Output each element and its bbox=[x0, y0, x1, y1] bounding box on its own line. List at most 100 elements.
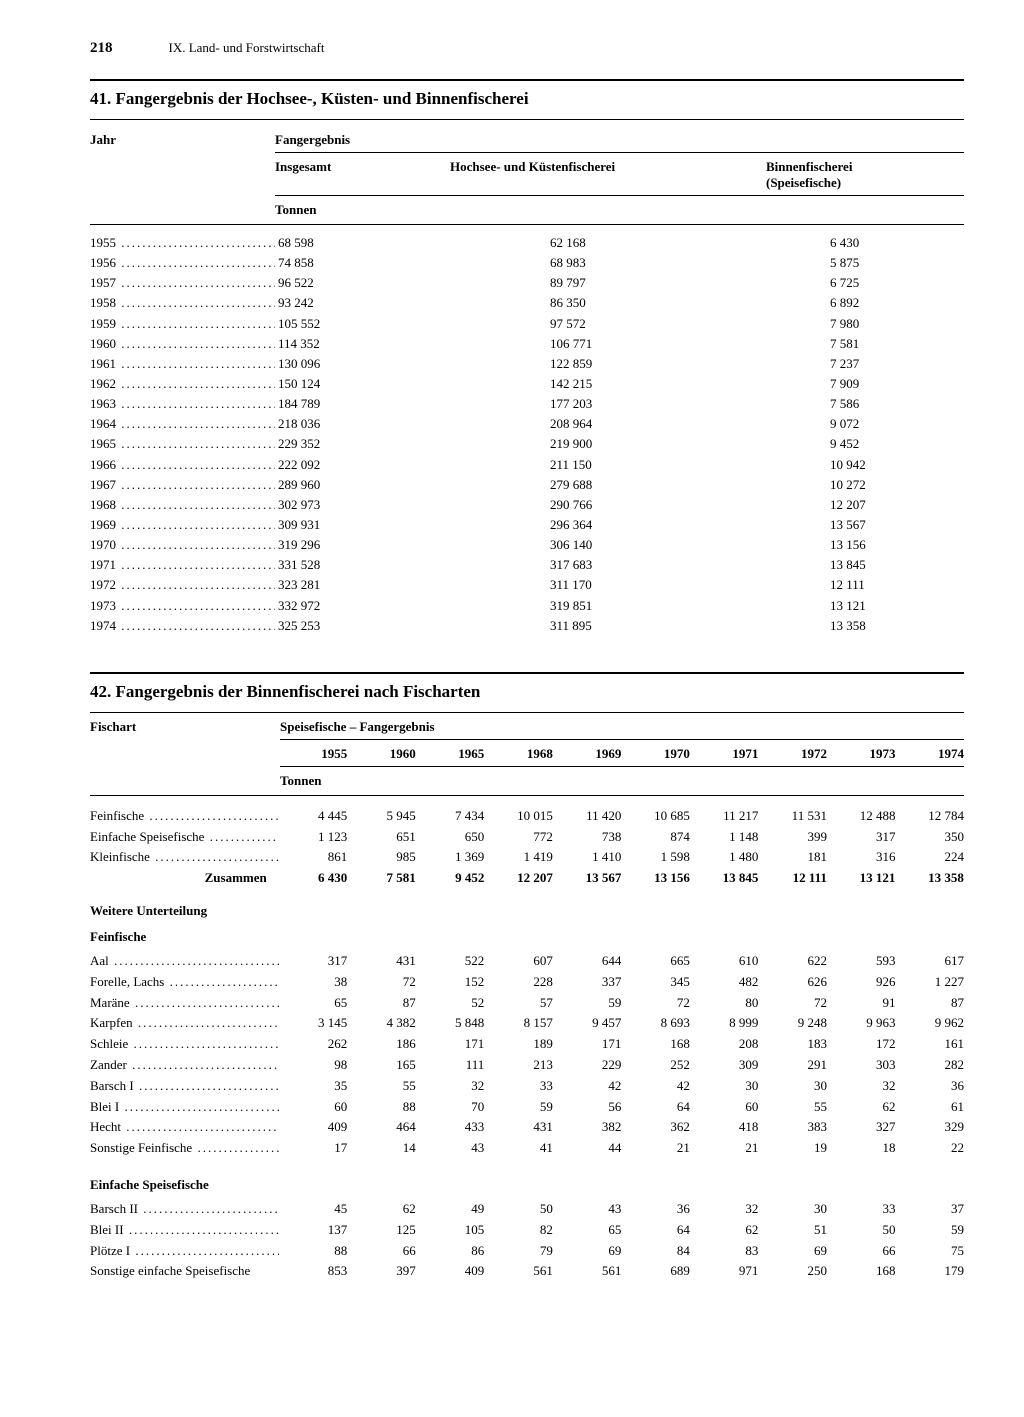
value-cell: 11 217 bbox=[690, 806, 759, 827]
row-label: Zander bbox=[90, 1055, 279, 1076]
value-cell: 172 bbox=[827, 1034, 896, 1055]
value-cell: 9 248 bbox=[758, 1013, 827, 1034]
value-cell: 106 771 bbox=[450, 334, 760, 354]
value-cell: 79 bbox=[484, 1241, 553, 1262]
value-cell: 433 bbox=[416, 1117, 485, 1138]
value-cell: 7 586 bbox=[760, 394, 964, 414]
value-cell: 96 522 bbox=[275, 273, 450, 293]
value-cell: 56 bbox=[553, 1097, 622, 1118]
value-cell: 219 900 bbox=[450, 434, 760, 454]
table-row: Barsch I35553233424230303236 bbox=[90, 1076, 964, 1097]
value-cell: 317 683 bbox=[450, 555, 760, 575]
value-cell: 311 170 bbox=[450, 575, 760, 595]
value-cell: 60 bbox=[690, 1097, 759, 1118]
value-cell: 13 358 bbox=[760, 616, 964, 636]
value-cell: 316 bbox=[827, 847, 896, 868]
value-cell: 130 096 bbox=[275, 354, 450, 374]
value-cell: 35 bbox=[279, 1076, 348, 1097]
value-cell: 853 bbox=[279, 1261, 348, 1282]
value-cell: 87 bbox=[347, 993, 416, 1014]
value-cell: 62 bbox=[347, 1199, 416, 1220]
page-number: 218 bbox=[90, 40, 113, 57]
value-cell: 431 bbox=[347, 951, 416, 972]
table-row: 1964218 036208 9649 072 bbox=[90, 414, 964, 434]
table-row: 1969309 931296 36413 567 bbox=[90, 515, 964, 535]
table-row: 1959105 55297 5727 980 bbox=[90, 314, 964, 334]
value-cell: 622 bbox=[758, 951, 827, 972]
value-cell: 252 bbox=[621, 1055, 690, 1076]
value-cell: 150 124 bbox=[275, 374, 450, 394]
section-41-title: 41. Fangergebnis der Hochsee-, Küsten- u… bbox=[90, 89, 964, 109]
row-label: Feinfische bbox=[90, 806, 279, 827]
value-cell: 926 bbox=[827, 972, 896, 993]
group2-heading: Feinfische bbox=[90, 929, 964, 945]
value-cell: 64 bbox=[621, 1220, 690, 1241]
value-cell: 50 bbox=[484, 1199, 553, 1220]
year-cell: 1967 bbox=[90, 475, 275, 495]
value-cell: 13 567 bbox=[553, 868, 622, 889]
value-cell: 561 bbox=[484, 1261, 553, 1282]
row-label: Maräne bbox=[90, 993, 279, 1014]
year-header: 1960 bbox=[347, 746, 416, 762]
value-cell: 382 bbox=[553, 1117, 622, 1138]
value-cell: 296 364 bbox=[450, 515, 760, 535]
value-cell: 337 bbox=[553, 972, 622, 993]
value-cell: 6 892 bbox=[760, 293, 964, 313]
value-cell: 626 bbox=[758, 972, 827, 993]
value-cell: 62 bbox=[827, 1097, 896, 1118]
value-cell: 309 bbox=[690, 1055, 759, 1076]
value-cell: 262 bbox=[279, 1034, 348, 1055]
value-cell: 84 bbox=[621, 1241, 690, 1262]
value-cell: 59 bbox=[553, 993, 622, 1014]
year-cell: 1968 bbox=[90, 495, 275, 515]
value-cell: 1 123 bbox=[279, 827, 348, 848]
value-cell: 610 bbox=[690, 951, 759, 972]
value-cell: 41 bbox=[484, 1138, 553, 1159]
value-cell: 291 bbox=[758, 1055, 827, 1076]
value-cell: 105 552 bbox=[275, 314, 450, 334]
value-cell: 69 bbox=[553, 1241, 622, 1262]
value-cell: 1 598 bbox=[621, 847, 690, 868]
value-cell: 651 bbox=[347, 827, 416, 848]
year-header: 1971 bbox=[690, 746, 759, 762]
value-cell: 60 bbox=[279, 1097, 348, 1118]
value-cell: 30 bbox=[690, 1076, 759, 1097]
value-cell: 9 963 bbox=[827, 1013, 896, 1034]
table-row: 195674 85868 9835 875 bbox=[90, 253, 964, 273]
t42-sum-row: Zusammen 6 4307 5819 45212 20713 56713 1… bbox=[90, 868, 964, 889]
table-row: Sonstige einfache Speisefische8533974095… bbox=[90, 1261, 964, 1282]
rule bbox=[90, 766, 964, 767]
t41-body: 195568 59862 1686 430195674 85868 9835 8… bbox=[90, 225, 964, 636]
value-cell: 12 207 bbox=[484, 868, 553, 889]
value-cell: 22 bbox=[895, 1138, 964, 1159]
value-cell: 306 140 bbox=[450, 535, 760, 555]
value-cell: 32 bbox=[416, 1076, 485, 1097]
value-cell: 12 488 bbox=[827, 806, 896, 827]
value-cell: 125 bbox=[347, 1220, 416, 1241]
value-cell: 65 bbox=[279, 993, 348, 1014]
value-cell: 1 227 bbox=[895, 972, 964, 993]
table-row: Aal317431522607644665610622593617 bbox=[90, 951, 964, 972]
value-cell: 55 bbox=[347, 1076, 416, 1097]
col-jahr: Jahr bbox=[90, 126, 275, 152]
unit-tonnen: Tonnen bbox=[280, 773, 321, 789]
value-cell: 186 bbox=[347, 1034, 416, 1055]
table-row: 1961130 096122 8597 237 bbox=[90, 354, 964, 374]
value-cell: 33 bbox=[484, 1076, 553, 1097]
value-cell: 689 bbox=[621, 1261, 690, 1282]
value-cell: 13 121 bbox=[760, 596, 964, 616]
value-cell: 168 bbox=[827, 1261, 896, 1282]
col-fischart: Fischart bbox=[90, 713, 280, 739]
value-cell: 482 bbox=[690, 972, 759, 993]
value-cell: 302 973 bbox=[275, 495, 450, 515]
value-cell: 105 bbox=[416, 1220, 485, 1241]
chapter-title: IX. Land- und Forstwirtschaft bbox=[169, 40, 325, 56]
value-cell: 9 452 bbox=[416, 868, 485, 889]
table-row: Schleie262186171189171168208183172161 bbox=[90, 1034, 964, 1055]
sum-label: Zusammen bbox=[90, 868, 279, 889]
value-cell: 522 bbox=[416, 951, 485, 972]
table-row: 1972323 281311 17012 111 bbox=[90, 575, 964, 595]
value-cell: 50 bbox=[827, 1220, 896, 1241]
value-cell: 91 bbox=[827, 993, 896, 1014]
unit-tonnen: Tonnen bbox=[275, 196, 316, 224]
